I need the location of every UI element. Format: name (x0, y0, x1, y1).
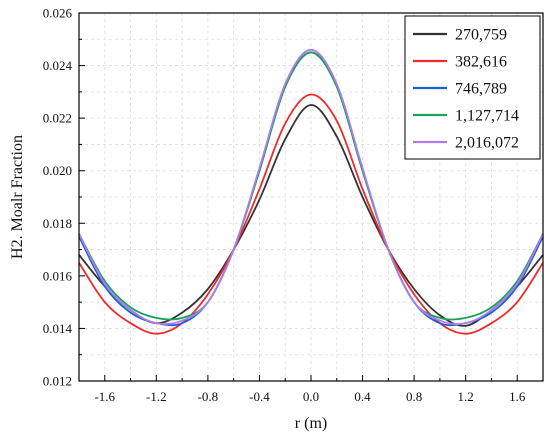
y-tick-label: 0.016 (43, 268, 73, 283)
y-tick-label: 0.026 (43, 6, 73, 21)
x-tick-label: 1.2 (458, 389, 474, 404)
y-tick-label: 0.012 (43, 374, 72, 389)
x-axis-title: r (m) (295, 415, 327, 432)
legend-label: 1,127,714 (455, 108, 519, 125)
y-tick-label: 0.024 (43, 58, 73, 73)
x-tick-label: -0.8 (198, 389, 219, 404)
y-axis: 0.012 0.014 0.016 0.018 0.020 0.022 0.024 0.026 (43, 6, 85, 389)
legend-label: 2,016,072 (455, 135, 519, 152)
x-axis: -1.6 -1.2 -0.8 -0.4 0.0 0.4 0.8 1.2 1.6 (94, 375, 526, 404)
x-tick-label: 0.8 (406, 389, 422, 404)
x-tick-label: -1.2 (146, 389, 167, 404)
y-tick-label: 0.014 (43, 321, 73, 336)
y-axis-title: H2. Moalr Fraction (9, 135, 26, 259)
legend-label: 382,616 (455, 54, 507, 71)
legend: 270,759 382,616 746,789 1,127,714 2,016,072 (404, 15, 541, 160)
y-tick-label: 0.022 (43, 111, 72, 126)
x-tick-label: 1.6 (509, 389, 526, 404)
series-line-5 (78, 48, 544, 325)
legend-label: 746,789 (455, 81, 507, 98)
legend-label: 270,759 (455, 27, 507, 44)
x-tick-label: -1.6 (94, 389, 115, 404)
y-tick-label: 0.020 (43, 163, 72, 178)
series-lines (78, 48, 544, 335)
series-line-2 (78, 93, 544, 335)
series-line-4 (78, 51, 544, 321)
y-tick-label: 0.018 (43, 216, 72, 231)
x-tick-label: -0.4 (249, 389, 270, 404)
x-tick-label: 0.0 (303, 389, 319, 404)
x-tick-label: 0.4 (354, 389, 371, 404)
